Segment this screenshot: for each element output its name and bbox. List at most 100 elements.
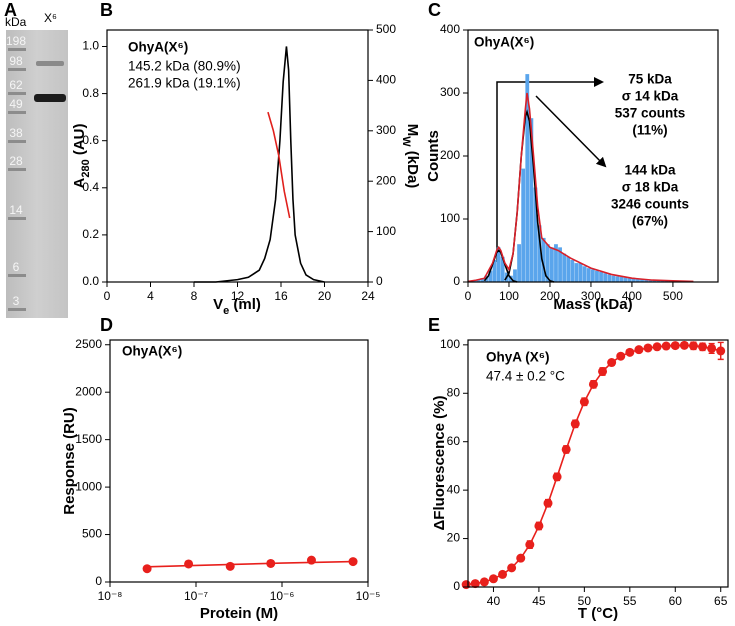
histogram-bar (578, 263, 583, 282)
histogram-bar (541, 237, 546, 282)
histogram-bar (521, 168, 526, 282)
annotation: (67%) (632, 214, 668, 229)
histogram-bar (488, 270, 493, 282)
label-part: 280 (80, 159, 92, 177)
histogram-bar (636, 278, 640, 282)
data-point (607, 358, 617, 368)
histogram-bar (623, 277, 628, 282)
data-point (688, 341, 698, 351)
histogram-bar (652, 280, 657, 282)
annotation: OhyA(X⁶) (122, 344, 182, 359)
series-line (267, 111, 291, 219)
data-point (348, 557, 358, 567)
axis-label: Protein (M) (200, 605, 278, 622)
data-point (479, 577, 489, 587)
data-point (588, 379, 598, 389)
gel-band (8, 92, 26, 95)
data-point (543, 498, 553, 508)
y2-tick-label: 300 (376, 123, 396, 137)
gel-marker-label: 6 (13, 260, 20, 274)
data-point (616, 351, 626, 361)
x-tick-label: 24 (361, 289, 375, 303)
histogram-bar (664, 280, 669, 282)
gel-marker-label: 49 (9, 97, 23, 111)
gel-band (8, 48, 26, 51)
histogram-bar (640, 278, 644, 282)
histogram-bar (476, 279, 480, 282)
axis-label: MW (kDa) (400, 124, 421, 189)
x-tick-label: 12 (231, 289, 245, 303)
gel-band (34, 94, 66, 102)
histogram-bar (517, 244, 521, 282)
x-tick-label: 10⁻⁶ (270, 589, 295, 603)
x-tick-label: 20 (318, 289, 332, 303)
axis-label: T (°C) (578, 605, 618, 622)
gel-marker-label: 14 (9, 203, 23, 217)
data-point (698, 342, 708, 352)
gel-marker-label: 3 (13, 294, 20, 308)
histogram-bar (619, 276, 624, 282)
histogram-bar (586, 268, 591, 282)
y-tick-label: 0 (95, 574, 102, 588)
gel-band (8, 217, 26, 220)
histogram-bar (648, 279, 653, 282)
y-tick-label: 0.0 (82, 274, 99, 288)
annotation: OhyA (X⁶) (486, 350, 549, 365)
y-tick-label: 1500 (75, 432, 102, 446)
gel-band (8, 111, 26, 114)
panel-label: A (4, 0, 17, 20)
gel-marker-label: 98 (9, 54, 23, 68)
axis-label: Mass (kDa) (553, 296, 632, 313)
annotation: 75 kDa (628, 72, 672, 87)
y2-tick-label: 400 (376, 73, 396, 87)
data-point (652, 342, 662, 352)
label-part: (ml) (229, 296, 261, 313)
y-tick-label: 2000 (75, 384, 102, 398)
data-point (470, 579, 480, 589)
axis-label: Counts (425, 130, 442, 182)
panel-label: C (428, 0, 441, 20)
y2-tick-label: 200 (376, 173, 396, 187)
histogram-bar (562, 253, 567, 282)
gel-band (8, 68, 26, 71)
series-line (483, 249, 518, 283)
data-point (525, 540, 535, 550)
label-part: W (400, 136, 412, 147)
histogram-bar (599, 271, 603, 282)
y-tick-label: 0.4 (82, 180, 99, 194)
data-point (643, 343, 653, 353)
histogram-bar (533, 187, 538, 282)
x-tick-label: 0 (465, 289, 472, 303)
histogram-bar (566, 256, 571, 282)
histogram-bar (582, 266, 587, 282)
x-tick-label: 400 (622, 289, 642, 303)
annotation: 47.4 ± 0.2 °C (486, 369, 565, 384)
y-tick-label: 2500 (75, 337, 102, 351)
y-tick-label: 0 (453, 274, 460, 288)
annotation: 537 counts (615, 106, 686, 121)
x-tick-label: 100 (499, 289, 519, 303)
label-part: M (404, 124, 421, 137)
data-point (142, 564, 152, 574)
y-tick-label: 0.6 (82, 133, 99, 147)
histogram-bar (529, 118, 534, 282)
x-tick-label: 65 (714, 594, 728, 608)
plot-frame (467, 29, 719, 283)
y-tick-label: 1.0 (82, 39, 99, 53)
histogram-bar (500, 256, 505, 282)
x-tick-label: 45 (532, 594, 546, 608)
histogram-bar (607, 274, 612, 282)
data-point (670, 341, 680, 351)
x-tick-label: 40 (487, 594, 501, 608)
gel-marker-label: 38 (9, 126, 23, 140)
plot-frame (109, 339, 369, 583)
x-tick-label: 60 (669, 594, 683, 608)
x-tick-label: 300 (581, 289, 601, 303)
annotation: (11%) (632, 123, 667, 138)
label-part: (AU) (71, 123, 88, 159)
y-tick-label: 100 (440, 211, 460, 225)
y-tick-label: 20 (447, 531, 461, 545)
label-part: (kDa) (404, 147, 421, 189)
y-tick-label: 80 (447, 385, 461, 399)
